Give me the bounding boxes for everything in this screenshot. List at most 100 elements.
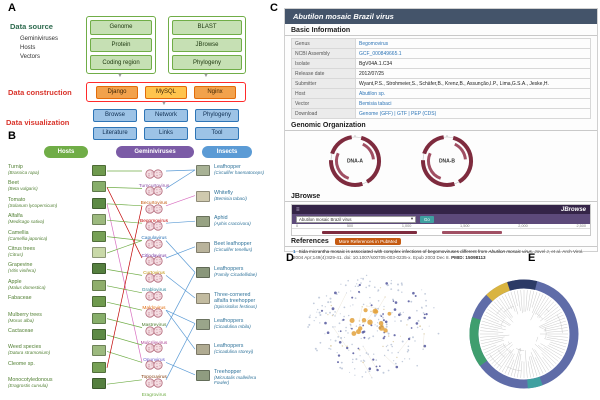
network-node [400,314,402,316]
info-value: Wyant,P.S., Strohmeier,S., Schäfer,B., K… [359,80,549,87]
host-photo [92,312,106,324]
tree-branch [496,299,512,319]
network-node [437,332,440,335]
host-virus-link [106,318,143,328]
virus-genus-item: Curtovirus [124,253,184,276]
tree-branch [481,320,503,328]
info-label: Download [292,109,356,118]
network-node [350,290,352,292]
network-node [362,277,364,280]
info-value[interactable]: GCF_000849665.1 [359,50,402,57]
network-node [374,314,377,317]
tree-branch [482,344,497,351]
data-source-label: Data source [10,22,53,31]
box-coding-region: Coding region [90,55,152,71]
network-node [392,300,395,302]
network-node [417,319,420,322]
network-node [340,283,342,285]
network-node [362,361,364,364]
network-node [356,279,359,281]
network-node [392,298,394,301]
virus-genus-name: Maldovirus [142,305,166,311]
host-latin-name: (Morus alba) [8,317,34,323]
gene-arc-inner [362,142,375,160]
geminate-particle-icon [145,256,163,266]
host-item: Monocotyledonous (Eragrostis curvula) [8,377,92,389]
host-photo [92,214,106,226]
host-latin-name: (Camellia japonica) [8,235,48,241]
network-node [363,336,366,339]
host-name: Weed species [8,344,42,351]
network-node [362,324,365,327]
network-node [416,309,418,312]
host-virus-link [106,203,143,207]
tree-branch [542,357,552,369]
insect-item: Leafhoppers (Cicadulina mbila) [214,318,266,330]
reference-number: 1 [293,249,296,254]
tree-branch-arc [545,308,550,313]
network-node [320,309,324,312]
host-virus-link [106,187,143,189]
network-node [401,284,403,286]
tree-branch-arc [500,319,505,326]
network-node [338,330,339,332]
host-name: Apple [8,278,22,285]
network-node [337,354,341,357]
box-phylogeny: Phylogeny [172,55,242,71]
info-value[interactable]: Abutilon sp. [359,90,386,97]
info-value[interactable]: Begomovirus [359,40,389,47]
insect-latin-name: (Cicadulina storeyi) [214,349,254,355]
virus-insect-link [165,220,196,224]
host-photo [92,378,106,390]
gene-arc [420,160,456,187]
network-node [346,346,349,350]
pubmed-button[interactable]: More References in PubMed [334,238,402,245]
tree-branch [535,295,547,315]
network-node [395,365,399,369]
tree-branch [525,290,528,312]
info-value[interactable]: Genome (GFF) | GTF | PEP (CDS) [359,110,437,117]
gene-feature[interactable] [322,231,417,234]
tree-branch [540,343,563,357]
network-node [365,286,367,289]
menu-icon[interactable]: ≡ [296,206,300,213]
insect-name: Three-cornered alfalfa treehopper [214,292,256,304]
jbrowse-go-button[interactable]: Go [420,215,434,223]
tree-branch [517,353,522,378]
tree-branch-arc [506,366,522,372]
network-node [324,306,326,308]
tree-branch [543,347,561,359]
network-node [375,359,378,361]
tree-branch [530,355,538,377]
geminate-particle-icon [145,360,163,370]
network-node [374,324,376,326]
network-node [379,287,382,289]
network-node [396,356,398,359]
tree-branch [517,290,521,311]
info-value[interactable]: Bemisia tabaci [359,100,392,107]
tree-branch [493,301,514,323]
network-node [407,345,410,348]
jbrowse-sequence-select[interactable]: Abutilon mosaic Brazil virus ▾ [296,215,416,223]
tree-ring-segment [469,317,488,367]
network-node [387,369,390,372]
host-item: Camellia (Camellia japonica) [8,230,92,242]
host-virus-link [106,219,143,224]
ruler-tick: 1,500 [460,224,470,228]
network-node [382,316,384,319]
insect-item: Leafhoppers (Cicadulina storeyi) [214,343,266,355]
network-node [367,337,370,340]
network-node [316,311,318,313]
network-node [391,312,393,314]
tree-branch [487,342,512,359]
virus-genus-item: Mastrevirus [124,305,184,328]
tree-branch [481,338,504,344]
gene-feature[interactable] [442,231,502,234]
virus-genus-item: Becurtovirus [124,183,184,206]
tree-branch [548,343,566,351]
tree-branch [481,324,506,330]
host-item: Grapevine (Vitis vinifera) [8,262,92,274]
host-virus-link [106,240,143,254]
network-node [312,302,315,305]
insect-item: Three-cornered alfalfa treehopper (Spissi… [214,292,266,310]
